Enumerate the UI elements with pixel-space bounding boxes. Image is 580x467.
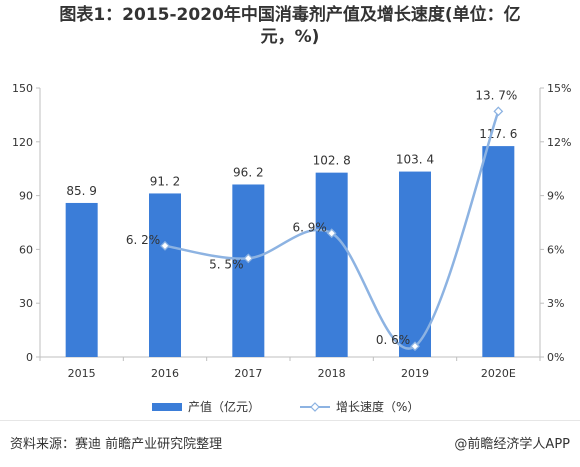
- left-tick-label: 60: [19, 243, 33, 256]
- bar-value-label: 117. 6: [479, 127, 517, 141]
- growth-line: [164, 110, 500, 350]
- x-tick-label: 2016: [151, 367, 179, 380]
- legend-line-swatch: [300, 401, 330, 412]
- growth-point: [160, 240, 170, 251]
- bar-value-label: 102. 8: [313, 154, 351, 168]
- legend-bar-swatch: [152, 402, 182, 411]
- right-tick-label: 15%: [547, 82, 571, 95]
- growth-point: [493, 106, 504, 117]
- left-tick-label: 150: [12, 82, 33, 95]
- x-tick-label: 2015: [68, 367, 96, 380]
- chart-title-line2: 元，%): [260, 27, 320, 47]
- bar-value-label: 91. 2: [150, 174, 181, 188]
- bar: [65, 202, 98, 357]
- right-tick-label: 0%: [547, 351, 564, 364]
- growth-point: [326, 228, 337, 239]
- legend-label-growth: 增长速度（%）: [336, 400, 420, 414]
- bar: [149, 193, 181, 357]
- left-tick-label: 120: [12, 136, 33, 149]
- growth-point: [410, 341, 420, 352]
- source-note: 资料来源：赛迪 前瞻产业研究院整理: [10, 437, 223, 452]
- bar: [399, 171, 431, 357]
- x-tick-label: 2018: [318, 367, 346, 380]
- growth-value-label: 13. 7%: [475, 88, 517, 102]
- growth-point: [243, 253, 254, 264]
- bar-value-label: 85. 9: [66, 184, 97, 198]
- chart-legend: 产值（亿元） 增长速度（%）: [0, 398, 580, 416]
- bar: [482, 146, 515, 357]
- bar: [315, 172, 348, 357]
- chart-title-line1: 图表1：2015-2020年中国消毒剂产值及增长速度(单位：亿: [59, 5, 521, 25]
- growth-value-label: 6. 9%: [293, 220, 327, 234]
- left-tick-label: 90: [19, 190, 33, 203]
- growth-value-label: 5. 5%: [209, 257, 243, 271]
- legend-label-output: 产值（亿元）: [188, 400, 261, 414]
- bar-value-label: 96. 2: [233, 165, 264, 179]
- right-tick-label: 12%: [547, 136, 571, 149]
- left-tick-label: 0: [26, 351, 33, 364]
- bar: [232, 184, 265, 357]
- legend-item-growth: 增长速度（%）: [300, 398, 419, 415]
- chart-area: 0 30 60 90 120 150 0% 3% 6% 9% 12% 15% 2015 2016 2017 2…: [12, 82, 571, 380]
- growth-value-label: 6. 2%: [126, 233, 160, 247]
- chart-title: 图表1：2015-2020年中国消毒剂产值及增长速度(单位：亿 元，%): [0, 4, 580, 48]
- footer: 资料来源：赛迪 前瞻产业研究院整理 @前瞻经济学人APP: [0, 420, 580, 467]
- right-tick-label: 9%: [547, 190, 564, 203]
- x-tick-label: 2020E: [481, 367, 516, 380]
- right-tick-label: 6%: [547, 243, 564, 256]
- right-tick-label: 3%: [547, 297, 564, 310]
- brand-credit: @前瞻经济学人APP: [454, 437, 570, 452]
- growth-value-label: 0. 6%: [376, 333, 410, 347]
- left-tick-label: 30: [19, 297, 33, 310]
- x-tick-label: 2019: [401, 367, 429, 380]
- legend-item-output: 产值（亿元）: [152, 398, 260, 415]
- x-tick-label: 2017: [234, 367, 262, 380]
- bar-value-label: 103. 4: [396, 153, 434, 167]
